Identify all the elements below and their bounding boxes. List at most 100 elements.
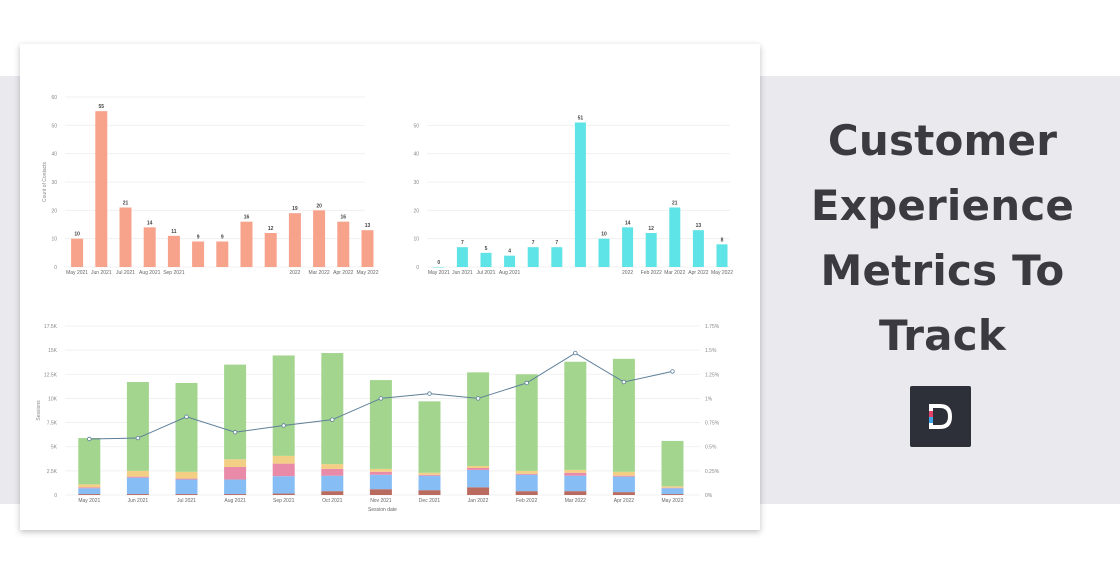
data-label: 12 xyxy=(268,226,274,232)
y-tick-label: 5K xyxy=(51,445,58,451)
y2-tick-label: 1% xyxy=(705,396,713,402)
stacked-bar-segment xyxy=(612,475,635,477)
y2-tick-label: 0.25% xyxy=(705,469,720,475)
data-label: 14 xyxy=(625,220,631,226)
x-tick-label: Feb 2022 xyxy=(516,498,537,504)
y2-tick-label: 1.75% xyxy=(705,324,720,330)
y2-tick-label: 1.5% xyxy=(705,348,717,354)
x-tick-label: May 2022 xyxy=(357,270,379,276)
x-tick-label: 2022 xyxy=(622,270,633,276)
rate-point xyxy=(184,414,189,419)
data-label: 8 xyxy=(721,237,724,243)
stacked-bar-segment xyxy=(418,475,441,491)
bar xyxy=(192,241,205,267)
bar xyxy=(167,235,180,267)
x-tick-label: May 2022 xyxy=(662,498,684,504)
stacked-bar-segment xyxy=(467,467,490,470)
stacked-bar-segment xyxy=(175,471,198,479)
stacked-bar-segment xyxy=(175,479,198,495)
x-tick-label: Dec 2021 xyxy=(419,498,441,504)
stacked-bar-segment xyxy=(224,364,247,460)
bar xyxy=(692,230,704,267)
x-tick-label: Jul 2021 xyxy=(177,498,196,504)
x-tick-label: Nov 2021 xyxy=(370,498,392,504)
stacked-bar-segment xyxy=(369,380,392,469)
data-label: 13 xyxy=(696,223,702,229)
data-label: 4 xyxy=(508,249,511,255)
bar xyxy=(456,247,468,267)
data-label: 19 xyxy=(292,206,298,212)
x-tick-label: Mar 2022 xyxy=(664,270,685,276)
y-tick-label: 12.5K xyxy=(44,372,58,378)
bar xyxy=(527,247,539,267)
stacked-bar-segment xyxy=(321,475,344,492)
y-tick-label: 10 xyxy=(413,237,419,243)
x-tick-label: Aug 2021 xyxy=(139,270,161,276)
stacked-bar-segment xyxy=(272,493,295,495)
bar xyxy=(622,227,634,267)
bar xyxy=(480,252,492,267)
title-line-4: Track xyxy=(879,311,1006,360)
data-label: 5 xyxy=(485,246,488,252)
data-label: 7 xyxy=(461,240,464,246)
bar xyxy=(313,210,326,267)
bar xyxy=(361,230,374,267)
data-label: 51 xyxy=(578,116,584,122)
stacked-bar-segment xyxy=(321,464,344,469)
stacked-bar-segment xyxy=(224,459,247,467)
stacked-bar-segment xyxy=(175,382,198,472)
rate-point xyxy=(475,396,481,401)
x-tick-label: Jun 2021 xyxy=(452,270,473,276)
stacked-bar-segment xyxy=(224,494,247,495)
data-label: 12 xyxy=(648,226,654,232)
stacked-bar-segment xyxy=(418,474,441,476)
data-label: 7 xyxy=(555,240,558,246)
y-tick-label: 2.5K xyxy=(47,469,58,475)
bar xyxy=(598,238,610,267)
stacked-bar-segment xyxy=(564,361,587,470)
data-label: 10 xyxy=(601,232,607,238)
stacked-bar-segment xyxy=(515,473,538,475)
bar xyxy=(264,233,277,267)
rate-point xyxy=(87,436,92,442)
x-tick-label: Sep 2021 xyxy=(273,498,295,504)
stacked-bar-segment xyxy=(175,478,198,480)
x-tick-label: Mar 2022 xyxy=(565,498,586,504)
x-tick-label: Jul 2021 xyxy=(116,270,135,276)
bar xyxy=(288,213,301,267)
data-label: 14 xyxy=(147,220,153,226)
x-tick-label: May 2021 xyxy=(66,270,88,276)
bar xyxy=(119,207,132,267)
rate-point xyxy=(573,350,578,356)
stacked-bar-segment xyxy=(515,474,538,492)
stacked-bar-segment xyxy=(126,476,149,478)
x-tick-label: Jan 2022 xyxy=(468,498,489,504)
stacked-bar-segment xyxy=(224,479,247,495)
y-tick-label: 15K xyxy=(48,348,58,354)
stacked-bar-segment xyxy=(515,491,538,495)
y-tick-label: 20 xyxy=(51,208,57,214)
rate-point xyxy=(524,380,529,386)
x-tick-label: Sep 2021 xyxy=(163,270,185,276)
bar xyxy=(337,221,350,267)
stacked-bar-segment xyxy=(564,491,587,495)
stacked-bar-segment xyxy=(78,487,101,489)
y-tick-label: 30 xyxy=(413,180,419,186)
x-tick-label: Aug 2021 xyxy=(224,498,246,504)
stacked-bar-segment xyxy=(418,490,441,495)
stacked-bar-segment xyxy=(78,488,101,495)
stacked-bar-segment xyxy=(467,372,490,467)
y2-tick-label: 0% xyxy=(705,493,713,499)
x-tick-label: Oct 2021 xyxy=(322,498,343,504)
x-tick-label: Feb 2022 xyxy=(641,270,662,276)
stacked-bar-segment xyxy=(612,476,635,493)
x-tick-label: Apr 2022 xyxy=(688,270,709,276)
x-tick-label: Jul 2021 xyxy=(477,270,496,276)
stacked-bar-segment xyxy=(661,440,684,487)
rate-point xyxy=(281,423,286,428)
data-label: 9 xyxy=(197,235,200,241)
bar xyxy=(216,241,229,267)
rate-point xyxy=(135,435,141,441)
bar xyxy=(240,221,253,267)
